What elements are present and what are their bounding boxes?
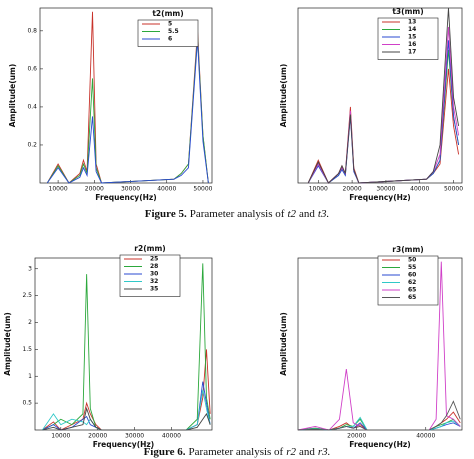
y-tick-label: 0.4 bbox=[27, 103, 37, 110]
x-tick-label: 40000 bbox=[162, 433, 181, 440]
series-line bbox=[307, 49, 460, 184]
caption-part: and bbox=[299, 446, 315, 458]
series-line bbox=[46, 36, 209, 184]
legend-title: r3(mm) bbox=[392, 245, 423, 254]
x-tick-label: 20000 bbox=[347, 433, 366, 440]
legend-label: 6 bbox=[168, 36, 172, 43]
y-tick-label: 0.6 bbox=[27, 65, 37, 72]
legend-label: 13 bbox=[408, 19, 416, 26]
x-tick-label: 40000 bbox=[410, 186, 429, 193]
figure-caption: Figure 6. Parameter analysis of r2 and r3. bbox=[144, 446, 331, 458]
series-line bbox=[42, 406, 211, 431]
x-tick-label: 40000 bbox=[157, 186, 176, 193]
legend-label: 14 bbox=[408, 26, 416, 33]
legend-title: t2(mm) bbox=[152, 9, 183, 18]
x-tick-label: 50000 bbox=[444, 186, 463, 193]
caption-part: Figure 5. bbox=[145, 208, 187, 220]
legend-title: t3(mm) bbox=[392, 7, 423, 16]
series-line bbox=[297, 400, 461, 431]
series-line bbox=[42, 389, 211, 431]
x-tick-label: 10000 bbox=[49, 186, 68, 193]
series-line bbox=[42, 349, 211, 431]
legend-label: 35 bbox=[150, 286, 158, 293]
y-tick-label: 1.5 bbox=[22, 346, 32, 353]
x-tick-label: 20000 bbox=[343, 186, 362, 193]
x-axis-label: Frequency(Hz) bbox=[349, 193, 410, 202]
legend-label: 16 bbox=[408, 41, 416, 48]
caption-part: r2 bbox=[286, 446, 296, 458]
caption-part: and bbox=[299, 208, 315, 220]
caption-part: t2 bbox=[287, 208, 296, 220]
legend-box bbox=[377, 17, 439, 60]
y-axis-label: Amplitude(um) bbox=[279, 312, 288, 376]
series-line bbox=[42, 263, 211, 431]
x-axis-label: Frequency(Hz) bbox=[95, 193, 156, 202]
y-tick-label: 2 bbox=[28, 319, 32, 326]
legend-label: 65 bbox=[408, 294, 416, 301]
x-tick-label: 40000 bbox=[416, 433, 435, 440]
legend-title: r2(mm) bbox=[134, 244, 165, 253]
x-tick-label: 10000 bbox=[51, 433, 70, 440]
x-tick-label: 10000 bbox=[309, 186, 328, 193]
legend-label: 32 bbox=[150, 278, 158, 285]
caption-part: r3. bbox=[318, 446, 331, 458]
caption-part: Figure 6. bbox=[144, 446, 186, 458]
legend-box bbox=[119, 254, 181, 297]
y-tick-label: 1 bbox=[28, 373, 32, 380]
legend-label: 5 bbox=[168, 21, 172, 28]
x-tick-label: 20000 bbox=[85, 186, 104, 193]
y-tick-label: 0.8 bbox=[27, 27, 37, 34]
y-tick-label: 3 bbox=[28, 265, 32, 272]
legend-label: 25 bbox=[150, 256, 158, 263]
x-tick-label: 20000 bbox=[88, 433, 107, 440]
series-line bbox=[307, 7, 460, 184]
plot-frame bbox=[39, 7, 213, 184]
x-axis-label: Frequency(Hz) bbox=[93, 440, 154, 449]
x-axis-label: Frequency(Hz) bbox=[349, 440, 410, 449]
x-tick-label: 30000 bbox=[376, 186, 395, 193]
legend-label: 5.5 bbox=[168, 28, 179, 35]
y-axis-label: Amplitude(um) bbox=[279, 64, 288, 128]
y-tick-label: 0.2 bbox=[27, 141, 37, 148]
x-tick-label: 50000 bbox=[193, 186, 212, 193]
legend-label: 55 bbox=[408, 264, 416, 271]
caption-part: t3. bbox=[318, 208, 329, 220]
legend-label: 65 bbox=[408, 287, 416, 294]
y-axis-label: Amplitude(um) bbox=[3, 312, 12, 376]
legend-label: 28 bbox=[150, 263, 158, 270]
legend-label: 50 bbox=[408, 257, 416, 264]
y-axis-label: Amplitude(um) bbox=[8, 64, 17, 128]
legend-label: 15 bbox=[408, 34, 416, 41]
caption-part: Parameter analysis of bbox=[190, 208, 285, 220]
series-line bbox=[307, 68, 460, 184]
x-tick-label: 30000 bbox=[125, 433, 144, 440]
x-tick-label: 30000 bbox=[121, 186, 140, 193]
y-tick-label: 2.5 bbox=[22, 292, 32, 299]
series-line bbox=[46, 40, 209, 184]
legend-box bbox=[377, 255, 439, 306]
figure-caption: Figure 5. Parameter analysis of t2 and t3. bbox=[145, 208, 329, 220]
legend-label: 17 bbox=[408, 49, 416, 56]
caption-part: Parameter analysis of bbox=[189, 446, 284, 458]
legend-label: 60 bbox=[408, 272, 416, 279]
y-tick-label: 0.5 bbox=[22, 400, 32, 407]
plot-frame bbox=[297, 7, 463, 184]
legend-label: 62 bbox=[408, 279, 416, 286]
legend-label: 30 bbox=[150, 271, 158, 278]
series-line bbox=[307, 40, 460, 184]
